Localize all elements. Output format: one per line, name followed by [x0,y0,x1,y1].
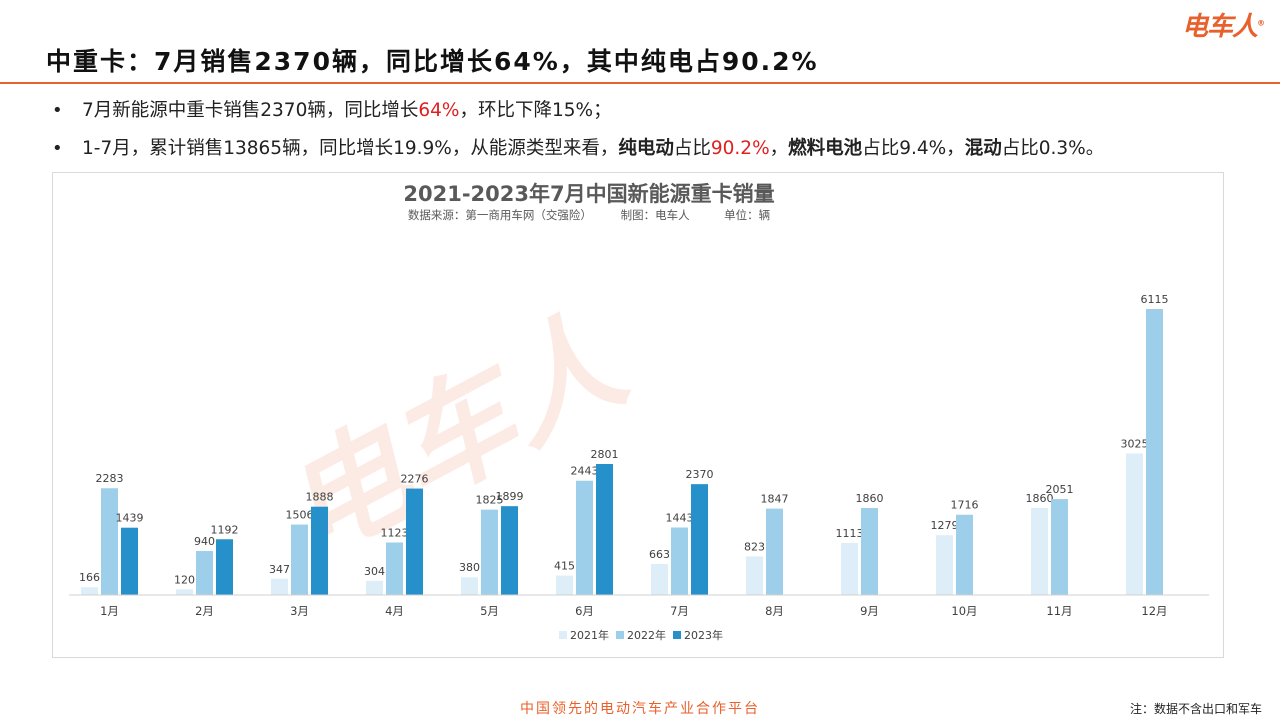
legend-swatch-2021年 [559,631,567,639]
data-label-2021年-10月: 1279 [931,519,959,532]
footer-slogan: 中国领先的电动汽车产业合作平台 [520,701,760,717]
bullet-monthly-sales: 7月新能源中重卡销售2370辆，同比增长64%，环比下降15%； [50,96,1250,134]
footer-note: 注：数据不含出口和军车 [1129,702,1262,716]
data-label-2021年-6月: 415 [554,560,575,573]
sales-chart: 电车人 2021-2023年7月中国新能源重卡销量 数据来源：第一商用车网（交强险）… [52,172,1224,658]
bar-2022年-8月 [766,508,783,595]
bar-2022年-2月 [196,551,213,595]
x-tick-label-3月: 3月 [290,604,309,618]
data-label-2022年-3月: 1506 [286,509,314,522]
x-tick-label-4月: 4月 [385,604,404,618]
x-tick-label-8月: 8月 [765,604,784,618]
data-label-2022年-4月: 1123 [381,526,409,539]
bar-2022年-7月 [671,527,688,595]
data-label-2021年-5月: 380 [459,561,480,574]
data-label-2021年-4月: 304 [364,565,385,578]
bar-2021年-2月 [176,589,193,595]
bar-2021年-12月 [1126,453,1143,595]
data-label-2021年-3月: 347 [269,563,290,576]
data-label-2023年-1月: 1439 [116,512,144,525]
data-label-2022年-12月: 6115 [1141,293,1169,306]
bar-2021年-10月 [936,535,953,595]
data-label-2022年-7月: 1443 [666,512,694,525]
bar-2021年-8月 [746,556,763,595]
data-label-2022年-1月: 2283 [96,472,124,485]
data-label-2023年-2月: 1192 [211,523,239,536]
data-label-2022年-6月: 2443 [571,465,599,478]
legend-label-2023年: 2023年 [684,628,723,642]
data-label-2022年-8月: 1847 [761,493,789,506]
bar-2023年-1月 [121,527,138,595]
bar-2021年-9月 [841,542,858,595]
data-label-2021年-11月: 1860 [1026,492,1054,505]
bar-2022年-4月 [386,542,403,595]
data-label-2022年-5月: 1825 [476,494,504,507]
data-label-2021年-12月: 3025 [1121,438,1149,451]
bar-2023年-6月 [596,463,613,595]
summary-bullets: 7月新能源中重卡销售2370辆，同比增长64%，环比下降15%； 1-7月，累计… [50,96,1250,172]
legend-label-2021年: 2021年 [570,628,609,642]
data-label-2023年-5月: 1899 [496,490,524,503]
data-label-2021年-1月: 166 [79,571,100,584]
bar-2022年-6月 [576,480,593,595]
page-title: 中重卡：7月销售2370辆，同比增长64%，其中纯电占90.2% [46,47,819,76]
data-label-2022年-9月: 1860 [856,492,884,505]
legend-swatch-2022年 [616,631,624,639]
bullet-cumulative-sales: 1-7月，累计销售13865辆，同比增长19.9%，从能源类型来看，纯电动占比9… [50,134,1250,172]
data-label-2022年-11月: 2051 [1046,483,1074,496]
x-tick-label-6月: 6月 [575,604,594,618]
data-label-2021年-2月: 120 [174,573,195,586]
x-tick-label-7月: 7月 [670,604,689,618]
bar-2023年-7月 [691,484,708,595]
data-label-2022年-2月: 940 [194,535,215,548]
bar-2022年-10月 [956,514,973,595]
data-label-2023年-3月: 1888 [306,491,334,504]
x-tick-label-2月: 2月 [195,604,214,618]
bar-2023年-5月 [501,506,518,595]
bar-2023年-2月 [216,539,233,595]
title-underline [0,36,1280,84]
chart-title: 2021-2023年7月中国新能源重卡销量 [403,182,774,206]
bar-2022年-3月 [291,524,308,595]
data-label-2023年-4月: 2276 [401,473,429,486]
data-label-2023年-6月: 2801 [591,448,619,461]
bar-2021年-1月 [81,587,98,595]
brand-logo: 电车人® [1181,12,1265,42]
bar-2021年-6月 [556,575,573,595]
bar-2023年-4月 [406,488,423,595]
legend-label-2022年: 2022年 [627,628,666,642]
bar-chart-svg: 电车人2021-2023年7月中国新能源重卡销量数据来源：第一商用车网（交强险）… [69,182,1209,642]
legend-swatch-2023年 [673,631,681,639]
data-label-2021年-7月: 663 [649,548,670,561]
bar-2021年-7月 [651,563,668,595]
bar-2021年-11月 [1031,508,1048,595]
x-tick-label-9月: 9月 [860,604,879,618]
x-tick-label-1月: 1月 [100,604,119,618]
chart-subtitle: 数据来源：第一商用车网（交强险） 制图：电车人 单位：辆 [408,208,770,222]
bar-2022年-5月 [481,509,498,595]
bar-2022年-11月 [1051,499,1068,595]
x-tick-label-11月: 11月 [1046,604,1072,618]
x-tick-label-12月: 12月 [1141,604,1167,618]
bar-2021年-5月 [461,577,478,595]
data-label-2023年-7月: 2370 [686,468,714,481]
x-tick-label-5月: 5月 [480,604,499,618]
x-tick-label-10月: 10月 [951,604,977,618]
bar-2021年-4月 [366,580,383,595]
data-label-2022年-10月: 1716 [951,499,979,512]
data-label-2021年-8月: 823 [744,541,765,554]
bar-2022年-1月 [101,488,118,595]
data-label-2021年-9月: 1113 [836,527,864,540]
bar-2023年-3月 [311,506,328,595]
bar-2022年-9月 [861,508,878,595]
bar-2022年-12月 [1146,309,1163,595]
bar-2021年-3月 [271,578,288,595]
